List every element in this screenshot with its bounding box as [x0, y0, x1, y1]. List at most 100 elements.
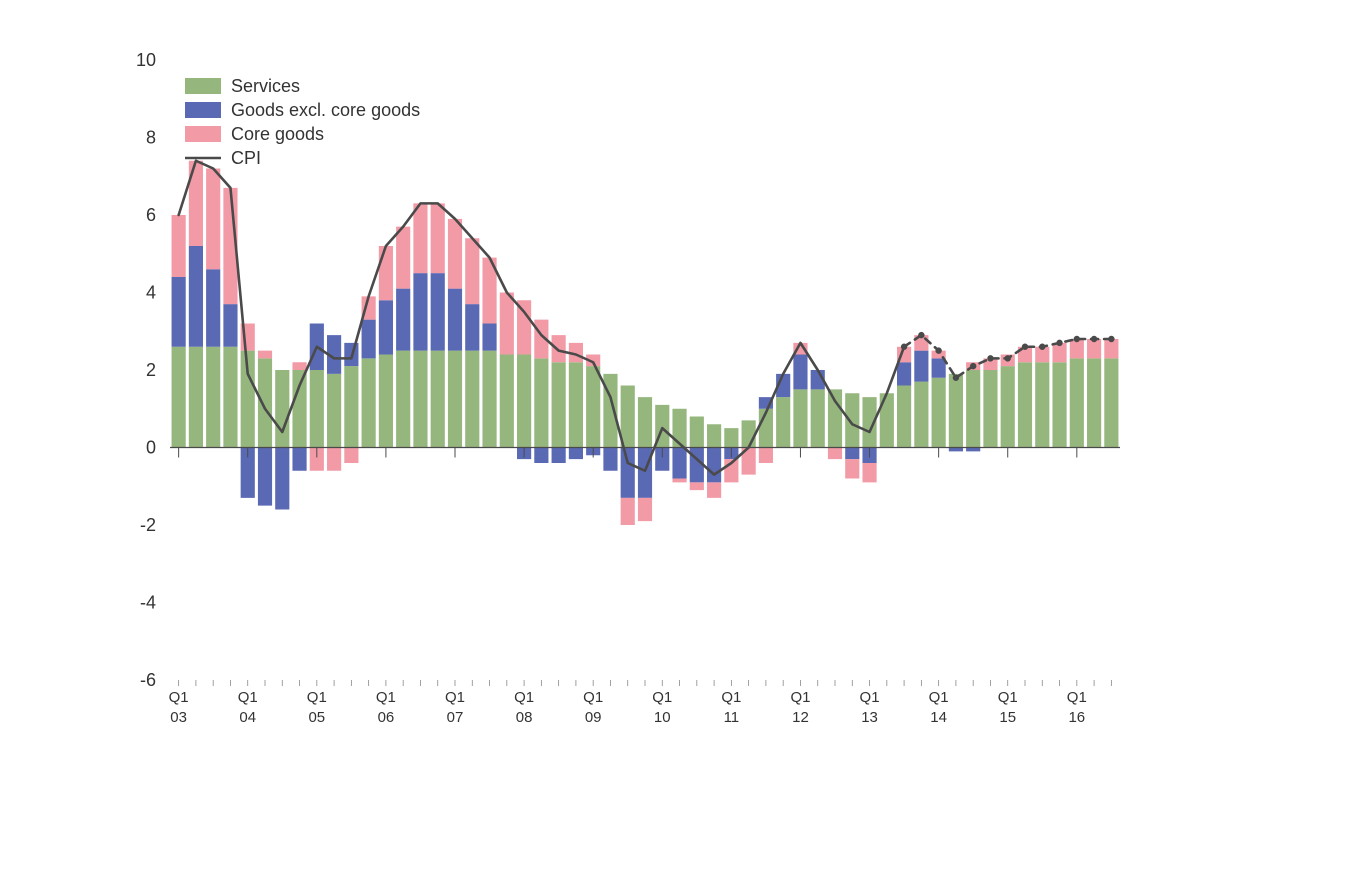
svg-text:10: 10 — [654, 709, 671, 726]
bar-services — [431, 351, 445, 448]
svg-text:16: 16 — [1068, 709, 1085, 726]
bar-core-goods — [413, 203, 427, 273]
bar-goods-noncore — [932, 358, 946, 377]
bar-services — [362, 358, 376, 447]
bar-services — [776, 397, 790, 447]
bar-core-goods — [206, 169, 220, 270]
svg-text:03: 03 — [170, 709, 187, 726]
cpi-projection-dot — [970, 363, 976, 369]
bar-core-goods — [258, 351, 272, 359]
bar-services — [569, 362, 583, 447]
cpi-projection-dot — [1039, 344, 1045, 350]
bar-goods-noncore — [552, 448, 566, 464]
cpi-decomposition-chart: -6-4-20246810Q103Q104Q105Q106Q107Q108Q10… — [0, 0, 1348, 880]
bar-services — [1035, 362, 1049, 447]
bar-services — [379, 355, 393, 448]
bar-services — [534, 358, 548, 447]
bar-goods-noncore — [396, 289, 410, 351]
bar-goods-noncore — [672, 448, 686, 479]
cpi-projection-dot — [1108, 336, 1114, 342]
cpi-projection-dot — [935, 347, 941, 353]
bar-services — [1087, 358, 1101, 447]
chart-svg: -6-4-20246810Q103Q104Q105Q106Q107Q108Q10… — [0, 0, 1348, 880]
svg-text:09: 09 — [585, 709, 602, 726]
bar-services — [828, 389, 842, 447]
bar-goods-noncore — [621, 448, 635, 498]
bar-goods-noncore — [275, 448, 289, 510]
svg-text:Q1: Q1 — [583, 689, 603, 706]
svg-text:Q1: Q1 — [238, 689, 258, 706]
bar-goods-noncore — [897, 362, 911, 385]
bar-core-goods — [638, 498, 652, 521]
svg-text:14: 14 — [930, 709, 947, 726]
bar-goods-noncore — [292, 448, 306, 471]
bar-core-goods — [500, 293, 514, 355]
bar-services — [638, 397, 652, 447]
cpi-projection-dot — [987, 355, 993, 361]
bar-goods-noncore — [707, 448, 721, 483]
svg-text:-2: -2 — [140, 515, 156, 535]
bar-core-goods — [845, 459, 859, 478]
svg-text:08: 08 — [516, 709, 533, 726]
svg-text:10: 10 — [136, 50, 156, 70]
svg-text:2: 2 — [146, 360, 156, 380]
legend-label: CPI — [231, 148, 261, 168]
bar-core-goods — [690, 482, 704, 490]
bar-core-goods — [431, 203, 445, 273]
bar-core-goods — [552, 335, 566, 362]
bar-core-goods — [327, 448, 341, 471]
bar-services — [172, 347, 186, 448]
svg-text:12: 12 — [792, 709, 809, 726]
bar-goods-noncore — [482, 324, 496, 351]
svg-text:Q1: Q1 — [929, 689, 949, 706]
legend-swatch-services — [185, 78, 221, 94]
svg-text:0: 0 — [146, 438, 156, 458]
svg-text:Q1: Q1 — [652, 689, 672, 706]
bar-services — [793, 389, 807, 447]
bar-core-goods — [172, 215, 186, 277]
bar-services — [223, 347, 237, 448]
bar-goods-noncore — [379, 300, 393, 354]
cpi-projection-dot — [901, 344, 907, 350]
bar-services — [465, 351, 479, 448]
bar-core-goods — [707, 482, 721, 498]
bar-services — [949, 374, 963, 448]
bar-goods-noncore — [845, 448, 859, 460]
cpi-projection-dot — [1022, 344, 1028, 350]
cpi-projection-dot — [1056, 340, 1062, 346]
bar-goods-noncore — [431, 273, 445, 351]
legend-label: Goods excl. core goods — [231, 100, 420, 120]
legend-label: Services — [231, 76, 300, 96]
bar-services — [310, 370, 324, 448]
bar-services — [1052, 362, 1066, 447]
bar-services — [672, 409, 686, 448]
bar-goods-noncore — [465, 304, 479, 351]
bar-core-goods — [396, 227, 410, 289]
bar-goods-noncore — [569, 448, 583, 460]
bar-services — [517, 355, 531, 448]
svg-text:8: 8 — [146, 128, 156, 148]
legend-swatch-core_goods — [185, 126, 221, 142]
bar-services — [724, 428, 738, 447]
bar-goods-noncore — [534, 448, 548, 464]
bar-goods-noncore — [172, 277, 186, 347]
bar-core-goods — [862, 463, 876, 482]
bar-goods-noncore — [793, 355, 807, 390]
svg-text:-4: -4 — [140, 593, 156, 613]
cpi-projection-dot — [1005, 355, 1011, 361]
bar-services — [1001, 366, 1015, 447]
bar-services — [189, 347, 203, 448]
bar-core-goods — [828, 448, 842, 460]
bar-services — [396, 351, 410, 448]
svg-text:Q1: Q1 — [790, 689, 810, 706]
bar-services — [482, 351, 496, 448]
svg-text:Q1: Q1 — [307, 689, 327, 706]
bar-services — [292, 370, 306, 448]
bar-services — [275, 370, 289, 448]
bar-goods-noncore — [362, 320, 376, 359]
svg-text:07: 07 — [447, 709, 464, 726]
bar-services — [966, 370, 980, 448]
bar-goods-noncore — [603, 448, 617, 471]
svg-text:Q1: Q1 — [860, 689, 880, 706]
bar-core-goods — [448, 219, 462, 289]
